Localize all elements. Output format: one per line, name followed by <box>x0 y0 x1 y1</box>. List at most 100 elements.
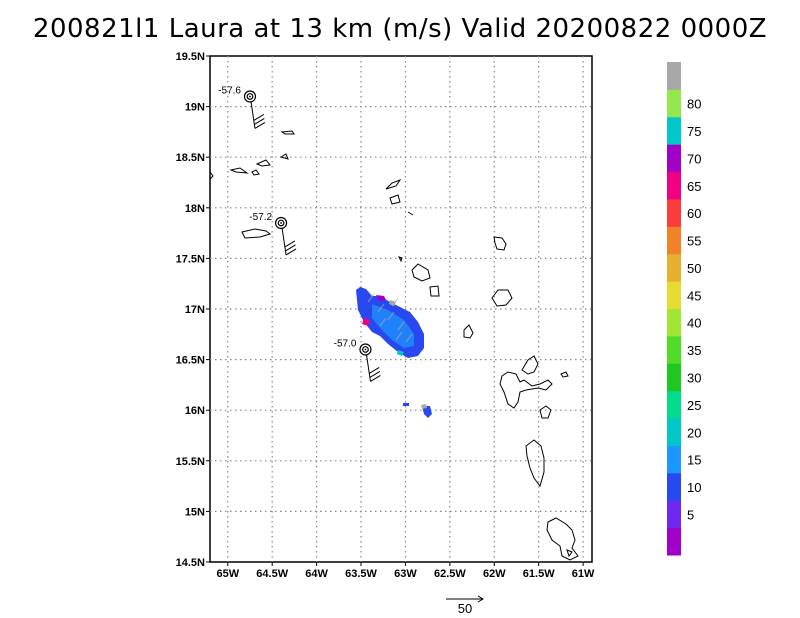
reference-vector: 50 <box>446 595 484 616</box>
longitude-label: 63W <box>394 568 417 580</box>
island-coastline <box>560 371 569 378</box>
island-coastline <box>566 549 573 558</box>
wind-barb-feather <box>253 114 265 121</box>
latitude-label: 18.5N <box>176 152 205 164</box>
wind-vectors <box>367 293 413 343</box>
color-bar-segment <box>667 418 681 446</box>
longitude-label: 61W <box>572 568 595 580</box>
color-bar-label: 35 <box>687 343 701 358</box>
island-coastline <box>255 159 271 167</box>
coastlines <box>209 130 579 561</box>
wind-barb-feather <box>369 371 381 378</box>
color-bar-segment <box>667 390 681 419</box>
color-bar: 5 10 15 20 25 30 35 40 45 50 55 60 65 70 75 80 <box>667 62 701 556</box>
color-bar-segment <box>667 363 681 392</box>
color-bar-segment <box>667 472 681 501</box>
longitude-label: 62.5W <box>434 568 466 580</box>
wind-barb-feather <box>254 118 265 125</box>
latitude-label: 19N <box>185 102 205 114</box>
wind-barb-feather <box>285 248 297 256</box>
latitude-label: 17N <box>185 304 205 316</box>
color-bar-label: 75 <box>687 124 701 139</box>
color-bar-segment <box>667 198 681 227</box>
wind-field-patch <box>422 406 432 418</box>
color-bar-label: 15 <box>687 453 701 468</box>
color-bar-label: 80 <box>687 97 701 112</box>
latitude-label: 15N <box>185 506 205 518</box>
longitude-labels: 65W 64.5W 64W 63.5W 63W 62.5W 62W 61.5W 61W <box>216 562 595 580</box>
fix-inner-ring <box>362 346 369 353</box>
latitude-label: 17.5N <box>176 253 205 265</box>
color-bar-segment <box>667 527 681 556</box>
longitude-label: 64.5W <box>256 568 288 580</box>
fix-value-label: -57.2 <box>249 212 272 223</box>
color-bar-segment <box>667 308 681 337</box>
color-bar-segment <box>667 116 681 145</box>
storm-fixes: -57.6 -57.2 -57.0 <box>218 85 381 382</box>
island-coastline <box>229 167 249 174</box>
island-coastline <box>521 355 539 375</box>
color-bar-segment <box>667 335 681 364</box>
map-title: 200821l1 Laura at 13 km (m/s) Valid 2020… <box>32 14 768 44</box>
wind-field-edge <box>376 295 386 301</box>
color-bar-segment <box>667 253 681 282</box>
fix-center-dot <box>280 222 282 224</box>
island-coastline <box>546 517 579 561</box>
color-bar-label: 55 <box>687 234 701 249</box>
color-bar-label: 10 <box>687 480 701 495</box>
island-coastline <box>493 236 507 251</box>
color-bar-segment <box>667 500 681 529</box>
latitude-label: 18N <box>185 203 205 215</box>
wind-speed-field <box>356 287 432 418</box>
longitude-label: 62W <box>483 568 506 580</box>
storm-fix-symbol: -57.0 <box>334 338 381 382</box>
latitude-labels: 19.5N 19N 18.5N 18N 17.5N 17N 16.5N 16N 15.5N 15N… <box>176 51 210 569</box>
color-bar-label: 25 <box>687 398 701 413</box>
island-coastline <box>499 371 553 409</box>
longitude-label: 64W <box>305 568 328 580</box>
island-coastline <box>385 178 402 190</box>
color-bar-label: 30 <box>687 370 701 385</box>
island-coastline <box>251 169 260 176</box>
color-bar-segment <box>667 62 681 90</box>
wind-field-patch <box>421 404 427 409</box>
fix-inner-ring <box>277 219 285 227</box>
color-bar-segment <box>667 445 681 474</box>
island-coastline <box>389 194 401 205</box>
fix-inner-ring <box>246 93 254 100</box>
color-bar-label: 70 <box>687 151 701 166</box>
island-coastline <box>209 171 214 180</box>
color-bar-segment <box>667 89 681 118</box>
fix-value-label: -57.6 <box>218 85 241 96</box>
arrowhead-icon <box>477 595 484 603</box>
storm-fix-symbol: -57.6 <box>218 85 266 129</box>
reference-vector-label: 50 <box>458 601 472 616</box>
wind-barb-feather <box>370 375 381 382</box>
longitude-label: 65W <box>216 568 239 580</box>
island-coastline <box>411 263 431 282</box>
color-bar-label: 60 <box>687 206 701 221</box>
wind-barb-feather <box>284 240 296 248</box>
wind-field-patch <box>403 403 409 406</box>
island-coastline <box>407 211 414 216</box>
island-coastline <box>429 285 440 297</box>
color-bar-label: 45 <box>687 288 701 303</box>
wind-barb-feather <box>285 244 296 252</box>
island-coastline <box>280 130 295 135</box>
latitude-label: 19.5N <box>176 51 205 63</box>
island-coastline <box>279 153 289 160</box>
latitude-label: 15.5N <box>176 456 205 468</box>
wind-field-edge <box>389 300 396 306</box>
latitude-label: 16N <box>185 405 205 417</box>
color-bar-segment <box>667 171 681 200</box>
color-bar-segment <box>667 144 681 173</box>
color-bar-label: 40 <box>687 316 701 331</box>
island-coastline <box>525 439 545 488</box>
fix-center-dot <box>364 348 367 351</box>
color-bar-label: 50 <box>687 261 701 276</box>
fix-center-dot <box>249 95 251 98</box>
wind-field-edge <box>362 318 370 326</box>
latitude-label: 16.5N <box>176 355 205 367</box>
latitude-label: 14.5N <box>176 557 205 569</box>
